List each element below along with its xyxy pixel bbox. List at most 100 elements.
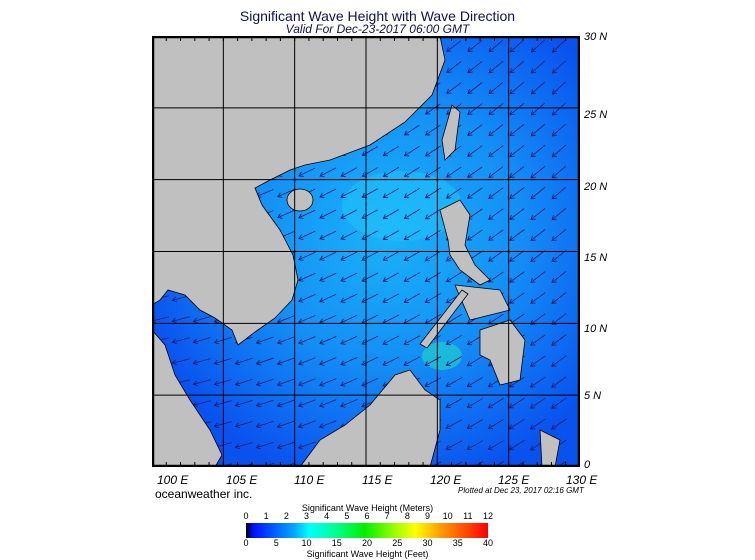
wave-direction-arrow	[530, 81, 546, 95]
wave-direction-arrow	[445, 398, 463, 409]
lon-label: 100 E	[157, 473, 189, 487]
high-wave-patch	[422, 342, 462, 370]
wave-direction-arrow	[446, 82, 462, 94]
meters-tick: 12	[482, 511, 493, 521]
wave-direction-arrow	[467, 145, 483, 157]
wave-direction-arrow	[319, 209, 337, 219]
lat-label: 25 N	[584, 109, 608, 121]
wave-direction-arrow	[424, 166, 441, 178]
wave-height-map	[152, 36, 580, 467]
feet-tick: 25	[392, 538, 403, 548]
wave-direction-arrow	[445, 187, 462, 199]
wave-direction-arrow	[488, 124, 504, 136]
wave-direction-arrow	[445, 440, 463, 450]
wave-direction-arrow	[508, 397, 525, 409]
wave-direction-arrow	[318, 420, 337, 429]
wave-direction-arrow	[340, 209, 358, 219]
wave-direction-arrow	[424, 103, 441, 115]
wave-direction-arrow	[530, 271, 546, 283]
wave-direction-arrow	[466, 398, 483, 409]
wave-direction-arrow	[550, 418, 567, 430]
wave-direction-arrow	[340, 188, 358, 198]
wave-direction-arrow	[361, 230, 379, 240]
wave-direction-arrow	[509, 102, 525, 116]
wave-direction-arrow	[445, 377, 463, 388]
wave-direction-arrow	[298, 251, 316, 261]
wave-direction-arrow	[551, 165, 567, 179]
wave-direction-arrow	[467, 40, 483, 53]
wave-direction-arrow	[509, 250, 525, 262]
lat-label: 20 N	[584, 181, 608, 193]
wave-direction-arrow	[277, 188, 295, 198]
wave-direction-arrow	[276, 420, 295, 429]
wave-direction-arrow	[234, 421, 253, 429]
wave-direction-arrow	[530, 250, 546, 262]
wave-direction-arrow	[171, 316, 190, 324]
wave-direction-arrow	[467, 187, 483, 199]
wave-direction-arrow	[551, 271, 567, 284]
meters-tick: 3	[303, 511, 309, 521]
wave-direction-arrow	[234, 357, 253, 366]
wave-direction-arrow	[298, 273, 316, 282]
wave-direction-arrow	[318, 378, 337, 387]
lon-label: 125 E	[498, 473, 530, 487]
colorbar-meters-title: Significant Wave Height (Meters)	[301, 503, 434, 513]
wave-direction-arrow	[297, 399, 316, 408]
wave-direction-arrow	[466, 229, 483, 241]
colorbar	[246, 523, 488, 538]
wave-direction-arrow	[488, 82, 504, 95]
wave-direction-arrow	[361, 209, 379, 219]
wave-direction-arrow	[487, 397, 504, 409]
wave-direction-arrow	[551, 60, 566, 74]
wave-direction-arrow	[530, 102, 546, 116]
wave-direction-arrow	[255, 336, 274, 345]
wave-direction-arrow	[192, 358, 211, 366]
wave-direction-arrow	[340, 293, 358, 303]
lon-label: 120 E	[430, 473, 462, 487]
wave-direction-arrow	[509, 60, 525, 74]
wave-direction-arrow	[530, 334, 546, 346]
wave-direction-arrow	[234, 400, 253, 408]
lat-label: 15 N	[584, 252, 608, 264]
wave-direction-arrow	[509, 124, 525, 137]
wave-direction-arrow	[361, 356, 379, 366]
wave-direction-arrow	[298, 230, 316, 240]
wave-direction-arrow	[319, 230, 337, 240]
wave-direction-arrow	[488, 208, 504, 220]
wave-direction-arrow	[361, 335, 379, 345]
wave-direction-arrow	[340, 167, 358, 177]
wave-direction-arrow	[551, 397, 567, 409]
lon-label: 110 E	[294, 473, 325, 487]
wave-direction-arrow	[319, 336, 337, 345]
wave-direction-arrow	[509, 81, 525, 95]
wave-direction-arrow	[340, 399, 358, 408]
map-frame	[152, 36, 580, 467]
wave-direction-arrow	[509, 292, 525, 304]
lon-label: 130 E	[566, 473, 598, 487]
wave-direction-arrow	[424, 145, 441, 157]
lat-label: 5 N	[584, 390, 602, 402]
feet-tick: 30	[422, 538, 433, 548]
wave-direction-arrow	[488, 166, 504, 178]
lat-label: 0	[584, 459, 591, 471]
wave-direction-arrow	[234, 378, 253, 387]
wave-direction-arrow	[340, 378, 358, 387]
feet-tick: 15	[331, 538, 342, 548]
lon-label: 115 E	[362, 473, 393, 487]
wave-direction-arrow	[403, 293, 421, 304]
wave-direction-arrow	[529, 397, 546, 409]
wave-direction-arrow	[361, 188, 379, 199]
wave-direction-arrow	[382, 356, 400, 366]
wave-direction-arrow	[467, 82, 483, 94]
visayas	[454, 284, 511, 321]
wave-direction-arrow	[488, 60, 504, 74]
wave-direction-arrow	[297, 336, 316, 345]
wave-direction-arrow	[488, 187, 504, 199]
feet-tick: 10	[301, 538, 312, 548]
wave-direction-arrow	[297, 378, 316, 387]
wave-direction-arrow	[487, 313, 504, 325]
meters-tick: 8	[404, 511, 410, 521]
wave-direction-arrow	[487, 271, 504, 283]
feet-tick: 0	[243, 538, 249, 548]
wave-direction-arrow	[445, 419, 463, 429]
